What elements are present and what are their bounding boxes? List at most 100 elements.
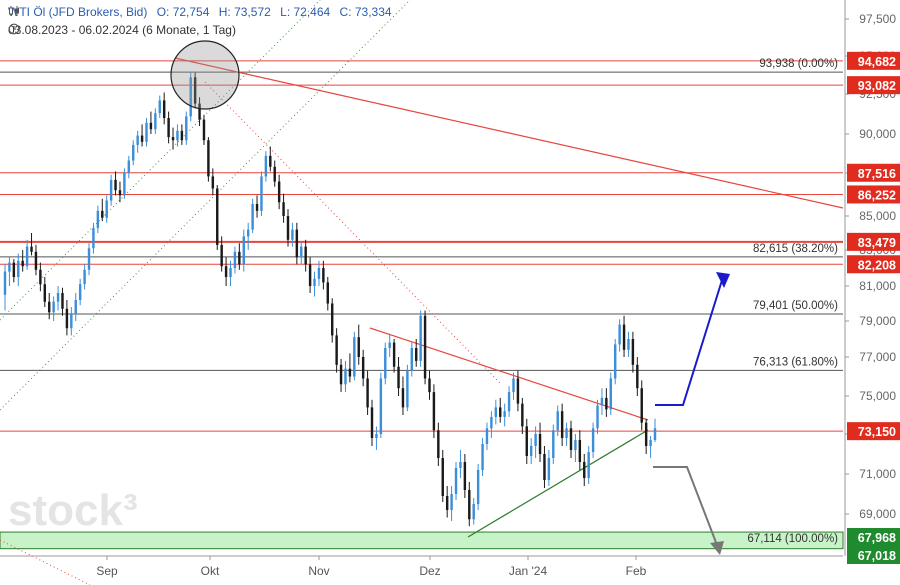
candle-body (485, 428, 489, 444)
candle-body (384, 348, 387, 379)
price-tag-label: 86,252 (858, 188, 896, 202)
candle-body (459, 462, 462, 468)
candle-body (189, 77, 192, 117)
candle-body (277, 181, 281, 203)
candle-body (56, 293, 60, 302)
candle-body (631, 339, 635, 365)
instrument-title[interactable]: WTI Öl (JFD Brokers, Bid) (8, 5, 148, 19)
candle-body (264, 155, 268, 177)
bullish-arrow-path (655, 276, 724, 406)
candle-body (52, 301, 55, 313)
candle-body (229, 268, 232, 277)
candle-body (583, 462, 586, 478)
candle-body (415, 348, 418, 361)
candle-body (260, 176, 263, 211)
candle-body (48, 301, 51, 313)
candle-body (644, 422, 648, 446)
price-axis-bg (845, 0, 900, 585)
candle-body (269, 155, 272, 167)
candle-body (313, 278, 316, 286)
candle-body (39, 269, 42, 285)
price-tick-label: 75,000 (859, 389, 896, 403)
candlestick-icon[interactable] (8, 5, 20, 17)
candle-body (92, 227, 95, 249)
candle-body (388, 342, 391, 348)
price-tag-bg (847, 422, 900, 441)
bearish-arrow-path (653, 466, 718, 546)
candle-body (167, 118, 170, 138)
candle-body (3, 271, 7, 295)
price-tick-label: 77,000 (859, 350, 896, 364)
candle-body (392, 342, 396, 367)
price-tag-bg (847, 232, 900, 251)
stock3-watermark: stock³ (8, 486, 138, 535)
candle-body (613, 344, 617, 379)
price-tick-label: 71,000 (859, 467, 896, 481)
time-tick-label: Nov (308, 564, 329, 578)
candle-body (375, 434, 378, 438)
price-tag-label: 87,516 (858, 167, 896, 181)
candle-body (233, 251, 237, 268)
candle-body (649, 440, 652, 446)
candle-body (291, 229, 294, 240)
price-tag-label: 94,682 (858, 55, 896, 69)
candle-body (618, 324, 621, 345)
candle-body (78, 284, 82, 300)
price-tag-bg (847, 51, 900, 70)
candle-body (246, 229, 250, 237)
price-tick-label: 69,000 (859, 507, 896, 521)
channel-line-upper (0, 0, 321, 321)
candle-body (136, 135, 139, 145)
candle-body (547, 458, 551, 480)
clock-icon[interactable] (8, 23, 20, 35)
candle-body (171, 137, 175, 141)
ohlc-close: C: 73,334 (339, 5, 392, 19)
candle-body (140, 135, 144, 142)
price-tag-label: 83,479 (858, 236, 896, 250)
top-highlight-circle (170, 40, 240, 110)
candle-body (180, 130, 184, 141)
price-tag-label: 67,018 (858, 549, 896, 563)
candle-body (578, 440, 582, 462)
candle-body (273, 166, 276, 182)
candle-body (12, 262, 16, 277)
price-tag-label: 93,082 (858, 79, 896, 93)
candle-body (238, 251, 241, 265)
candle-body (494, 407, 498, 417)
candle-body (326, 282, 330, 304)
candle-body (463, 462, 467, 490)
candle-body (61, 293, 64, 309)
fib-level-label: 67,114 (100.00%) (747, 533, 838, 545)
candle-body (211, 176, 215, 189)
support-zone (0, 531, 844, 550)
fib-level-label: 93,938 (0.00%) (759, 58, 838, 70)
candle-body (70, 314, 73, 329)
candle-body (185, 116, 188, 141)
candle-body (357, 337, 360, 357)
price-tick-label: 90,000 (859, 127, 896, 141)
candle-body (552, 430, 555, 458)
candle-body (560, 411, 564, 438)
price-tag-bg (847, 76, 900, 95)
candle-body (410, 348, 414, 371)
candle-body (158, 100, 161, 114)
candle-body (220, 244, 223, 267)
candle-body (423, 315, 427, 379)
fib-level-label: 76,313 (61.80%) (753, 356, 838, 368)
candle-body (636, 364, 639, 389)
candle-body (653, 428, 657, 440)
candle-body (543, 454, 546, 480)
candle-body (609, 378, 612, 410)
price-tick-label: 97,500 (859, 12, 896, 26)
candle-body (476, 470, 480, 504)
time-tick-label: Sep (96, 564, 118, 578)
candle-body (366, 378, 369, 408)
candle-body (445, 496, 449, 510)
price-tag-bg (847, 546, 900, 564)
candle-body (25, 246, 29, 267)
candle-body (512, 378, 515, 393)
candle-body (401, 388, 405, 408)
candle-body (370, 407, 374, 438)
candle-body (432, 392, 436, 431)
candle-body (149, 122, 153, 130)
